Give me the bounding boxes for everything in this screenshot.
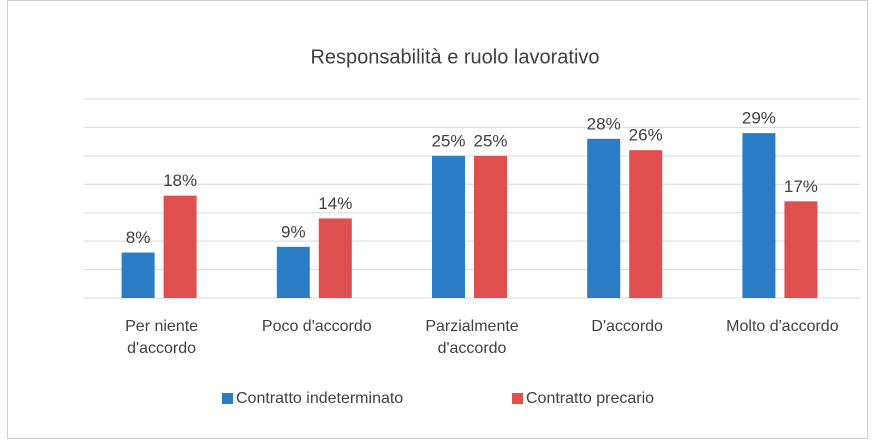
data-label: 29% <box>742 109 776 128</box>
bar <box>163 195 197 298</box>
data-label: 9% <box>281 222 306 241</box>
data-label: 25% <box>431 131 465 150</box>
x-tick-label: Poco d'accordo <box>261 318 372 335</box>
bar <box>318 218 352 298</box>
chart-title: Responsabilità e ruolo lavorativo <box>310 46 599 68</box>
data-label: 18% <box>163 171 197 190</box>
data-label: 14% <box>318 194 352 213</box>
legend-swatch <box>512 393 523 404</box>
data-label: 17% <box>784 177 818 196</box>
x-tick-label: Per niente d'accordo <box>125 318 199 357</box>
bar <box>432 155 465 298</box>
data-label: 26% <box>629 126 663 145</box>
legend-label: Contratto indeterminato <box>236 390 403 407</box>
legend-swatch <box>222 393 233 404</box>
legend-label: Contratto precario <box>526 390 654 407</box>
bar <box>629 150 663 298</box>
bar <box>276 246 310 298</box>
bar <box>121 252 155 298</box>
x-tick-label: Parzialmente d'accordo <box>425 318 519 357</box>
bar <box>474 155 507 298</box>
x-tick-label: Molto d'accordo <box>726 318 839 335</box>
data-label: 28% <box>587 114 621 133</box>
bar <box>742 133 776 298</box>
x-tick-label: D'accordo <box>591 318 663 335</box>
bar <box>784 201 818 298</box>
data-label: 8% <box>126 228 151 247</box>
bar <box>587 138 621 298</box>
data-label: 25% <box>473 131 507 150</box>
